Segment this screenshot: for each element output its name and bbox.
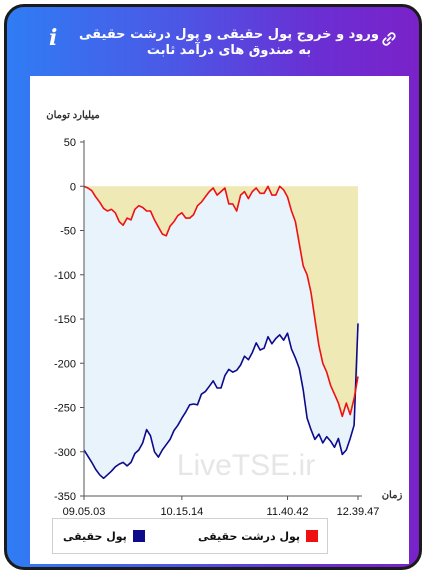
- x-tick-label: 09.05.03: [63, 506, 106, 516]
- x-tick-label: 10.15.14: [160, 506, 203, 516]
- y-tick-label: -150: [54, 314, 76, 326]
- y-tick-label: -200: [54, 358, 76, 370]
- legend-swatch: [306, 530, 319, 542]
- y-axis-label: میلیارد تومان: [46, 110, 100, 121]
- y-tick-label: -300: [54, 447, 76, 459]
- y-tick-label: -250: [54, 403, 76, 415]
- y-tick-label: 0: [70, 181, 76, 193]
- legend: پول حقیقی پول درشت حقیقی: [52, 518, 328, 554]
- series-area-0: [84, 186, 358, 479]
- watermark: LiveTSE.ir: [177, 449, 315, 482]
- y-tick-label: -100: [54, 270, 76, 282]
- widget-title: ورود و خروج پول حقیقی و پول درشت حقیقی ب…: [79, 27, 379, 58]
- series-line-1: [83, 185, 359, 418]
- widget-frame: i ورود و خروج پول حقیقی و پول درشت حقیقی…: [4, 4, 422, 570]
- legend-label: پول درشت حقیقی: [198, 529, 301, 543]
- y-tick-label: 50: [64, 137, 76, 149]
- link-icon[interactable]: [381, 31, 397, 47]
- y-tick-label: -350: [54, 491, 76, 503]
- x-axis-label: زمان: [382, 490, 403, 501]
- series-line-0: [83, 323, 359, 480]
- x-tick-label: 12.39.47: [337, 506, 380, 516]
- legend-label: پول حقیقی: [63, 529, 127, 543]
- legend-item-big-real-money[interactable]: پول درشت حقیقی: [198, 529, 319, 543]
- chart: LiveTSE.ir 50 0 -50 -100 -150 -200 -250 -300 -35…: [46, 110, 403, 518]
- info-icon[interactable]: i: [49, 25, 58, 51]
- legend-item-real-money[interactable]: پول حقیقی: [63, 529, 145, 543]
- y-tick-label: -50: [60, 226, 76, 238]
- widget-header: i ورود و خروج پول حقیقی و پول درشت حقیقی…: [7, 7, 419, 73]
- x-tick-label: 11.40.42: [267, 506, 309, 516]
- legend-swatch: [132, 530, 145, 542]
- chart-card: LiveTSE.ir 50 0 -50 -100 -150 -200 -250 -300 -35…: [30, 76, 409, 564]
